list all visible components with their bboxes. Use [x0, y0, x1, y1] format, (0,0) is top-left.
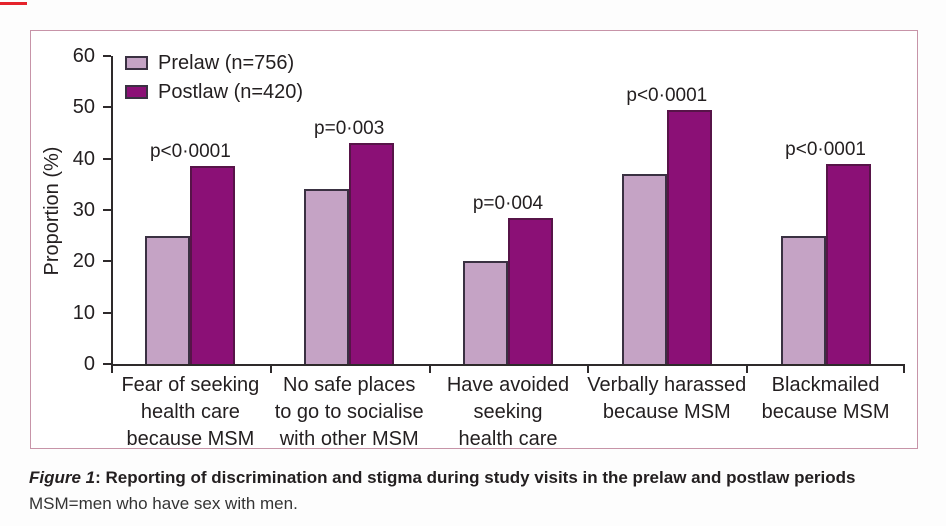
x-boundary-tick: [428, 364, 431, 373]
x-boundary-tick: [903, 364, 905, 373]
plot-area: Proportion (%) Prelaw (n=756) Postlaw (n=…: [31, 31, 917, 450]
figure-caption: Figure 1: Reporting of discrimination an…: [29, 468, 929, 488]
bar-prelaw: [145, 235, 191, 364]
y-tick-label: 30: [72, 199, 95, 221]
bar-postlaw: [349, 143, 395, 364]
x-boundary-tick: [587, 364, 590, 373]
bar-postlaw: [508, 217, 553, 364]
chart-panel: Proportion (%) Prelaw (n=756) Postlaw (n=…: [30, 30, 918, 450]
bar-postlaw: [825, 163, 871, 364]
legend-row: Prelaw (n=756): [125, 52, 303, 74]
y-tick-mark: [103, 260, 111, 263]
y-tick-label: 60: [72, 45, 95, 67]
bar-prelaw: [621, 174, 667, 364]
caption-separator: :: [95, 468, 106, 487]
bar-postlaw: [190, 166, 236, 364]
y-tick-label: 40: [72, 147, 95, 170]
y-tick-mark: [103, 209, 111, 211]
category-label: Verbally harassed because MSM: [587, 374, 747, 423]
y-tick-label: 50: [72, 96, 95, 119]
legend-label: Postlaw (n=420): [158, 81, 304, 103]
y-tick-mark: [103, 311, 111, 314]
bar-postlaw: [666, 109, 712, 364]
y-tick-mark: [103, 363, 111, 365]
y-tick-mark: [103, 157, 111, 160]
legend-swatch: [125, 56, 148, 70]
y-axis-line: [111, 56, 113, 373]
p-value-label: p<0·0001: [785, 138, 867, 160]
category-label: Blackmailed because MSM: [761, 374, 890, 423]
x-boundary-tick: [269, 364, 272, 373]
artifact-red-line: [0, 2, 27, 5]
p-value-label: p<0·0001: [626, 84, 708, 106]
bar-prelaw: [780, 235, 826, 364]
figure-label: Figure 1: [29, 468, 96, 487]
bar-prelaw: [463, 261, 508, 364]
caption-title: Reporting of discrimination and stigma d…: [105, 468, 856, 487]
x-axis-line: [111, 364, 905, 366]
p-value-label: p<0·0001: [149, 141, 231, 163]
figure-footnote: MSM=men who have sex with men.: [29, 494, 298, 513]
legend-row: Postlaw (n=420): [125, 81, 303, 103]
bar-prelaw: [304, 189, 350, 364]
x-boundary-tick: [111, 364, 113, 373]
p-value-label: p=0·004: [472, 192, 544, 214]
legend-swatch: [125, 85, 148, 99]
category-label: Have avoided seeking health care: [446, 374, 570, 450]
category-label: Fear of seeking health care because MSM: [121, 374, 260, 450]
y-tick-mark: [103, 55, 111, 57]
category-label: No safe places to go to socialise with o…: [274, 374, 424, 450]
x-boundary-tick: [746, 364, 749, 373]
y-tick-label: 10: [72, 301, 95, 324]
y-tick-label: 0: [83, 353, 95, 375]
legend-label: Prelaw (n=756): [158, 52, 295, 74]
y-tick-mark: [103, 106, 111, 109]
legend: Prelaw (n=756) Postlaw (n=420): [125, 52, 303, 110]
p-value-label: p=0·003: [314, 118, 385, 140]
y-tick-label: 20: [72, 250, 95, 273]
